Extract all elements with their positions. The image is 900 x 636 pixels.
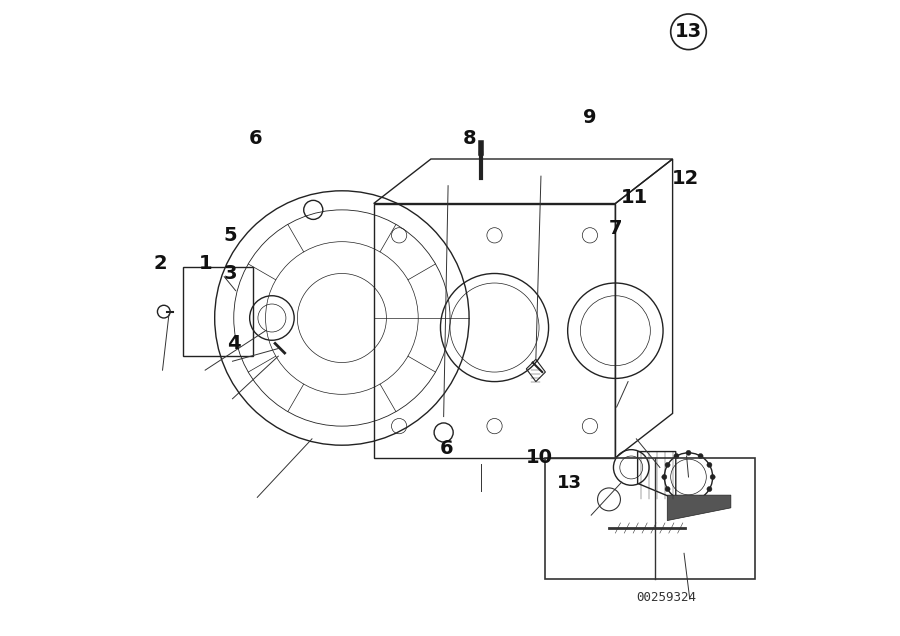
Text: 7: 7 bbox=[608, 219, 622, 238]
Text: 4: 4 bbox=[227, 334, 240, 353]
Text: 3: 3 bbox=[224, 264, 238, 283]
Text: 1: 1 bbox=[198, 254, 212, 273]
Circle shape bbox=[665, 462, 670, 467]
Text: 12: 12 bbox=[671, 169, 699, 188]
Text: 6: 6 bbox=[440, 439, 454, 458]
Circle shape bbox=[706, 487, 712, 492]
Circle shape bbox=[686, 499, 691, 504]
Text: 9: 9 bbox=[583, 108, 597, 127]
Text: 10: 10 bbox=[526, 448, 553, 467]
Text: 5: 5 bbox=[224, 226, 238, 245]
Circle shape bbox=[706, 462, 712, 467]
Circle shape bbox=[686, 450, 691, 455]
Circle shape bbox=[674, 495, 679, 501]
Text: 2: 2 bbox=[154, 254, 167, 273]
Circle shape bbox=[674, 453, 679, 459]
Text: 13: 13 bbox=[675, 22, 702, 41]
Text: 00259324: 00259324 bbox=[636, 591, 697, 604]
Polygon shape bbox=[667, 495, 731, 520]
Circle shape bbox=[698, 495, 703, 501]
Circle shape bbox=[665, 487, 670, 492]
Circle shape bbox=[662, 474, 667, 480]
Text: 6: 6 bbox=[249, 129, 263, 148]
Text: 11: 11 bbox=[621, 188, 648, 207]
Circle shape bbox=[710, 474, 716, 480]
Text: 8: 8 bbox=[463, 129, 476, 148]
Circle shape bbox=[698, 453, 703, 459]
Text: 13: 13 bbox=[557, 474, 581, 492]
